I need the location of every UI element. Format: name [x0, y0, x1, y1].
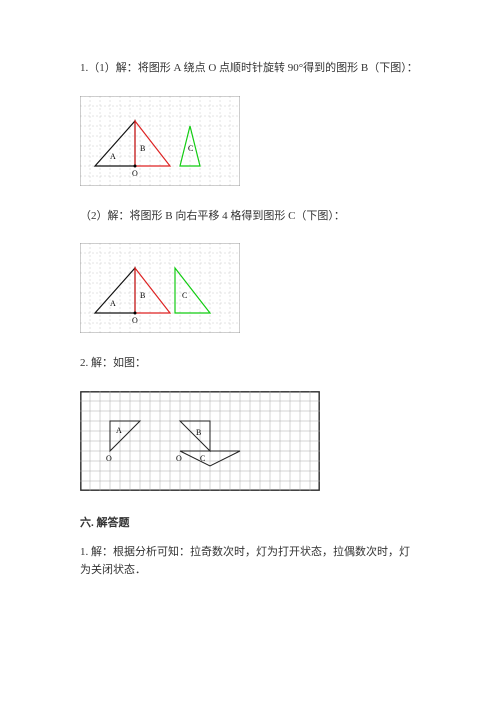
svg-text:C: C [188, 144, 193, 153]
q1-part2-text: （2）解：将图形 B 向右平移 4 格得到图形 C（下图）： [80, 208, 420, 226]
svg-text:O: O [132, 316, 138, 325]
figure-1: A B C O [80, 96, 420, 186]
svg-text:O: O [132, 169, 138, 178]
svg-text:C: C [182, 291, 187, 300]
svg-text:O: O [176, 454, 182, 463]
svg-text:A: A [110, 299, 116, 308]
q6-1-text: 1. 解：根据分析可知：拉奇数次时，灯为打开状态，拉偶数次时，灯为关闭状态． [80, 544, 420, 579]
section-6-title: 六. 解答题 [80, 515, 420, 533]
svg-text:A: A [116, 426, 122, 435]
svg-text:A: A [110, 152, 116, 161]
q1-part1-text: 1.（1）解：将图形 A 绕点 O 点顺时针旋转 90°得到的图形 B（下图）： [80, 60, 420, 78]
svg-text:B: B [196, 428, 201, 437]
svg-text:B: B [140, 291, 145, 300]
svg-text:B: B [140, 144, 145, 153]
svg-text:C: C [200, 454, 205, 463]
svg-text:O: O [106, 454, 112, 463]
figure-2: A B C O [80, 243, 420, 333]
figure-3: A B C O O [80, 391, 420, 491]
q2-text: 2. 解：如图： [80, 355, 420, 373]
